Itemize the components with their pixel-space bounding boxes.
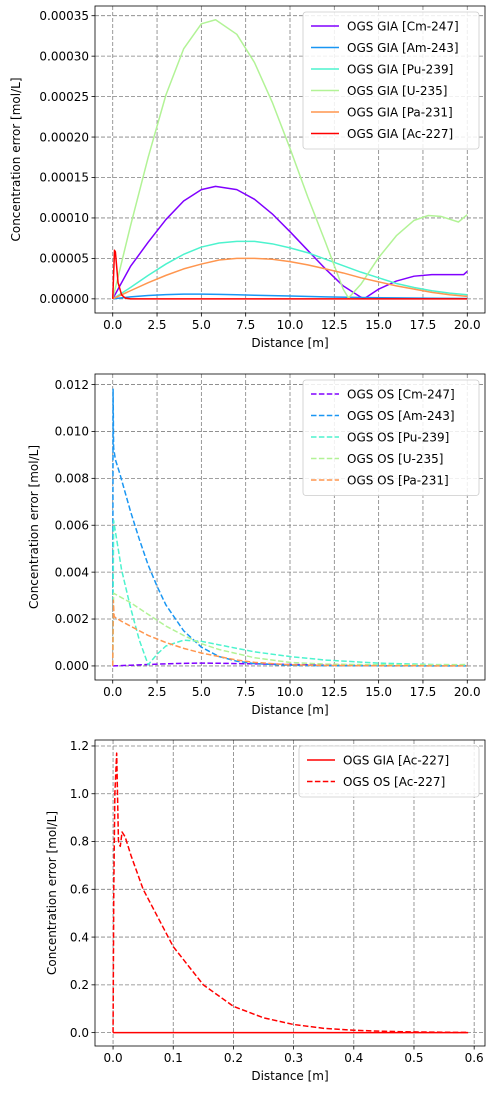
- y-tick-label: 0.00000: [39, 292, 89, 306]
- legend: OGS GIA [Cm-247] OGS GIA [Am-243] OGS GIA …: [302, 11, 480, 150]
- x-tick-label: 17.5: [410, 318, 437, 332]
- x-tick-label: 12.5: [321, 685, 348, 699]
- x-tick-label: 0.6: [465, 1051, 484, 1065]
- x-tick-label: 17.5: [410, 685, 437, 699]
- y-tick-label: 1.0: [70, 787, 89, 801]
- x-axis-label: Distance [m]: [251, 1069, 328, 1083]
- x-tick-label: 5.0: [192, 318, 211, 332]
- legend-label: OGS GIA [Pu-239]: [347, 62, 453, 76]
- series-line-2: [111, 388, 468, 667]
- y-tick-label: 0.002: [55, 612, 89, 626]
- y-tick-label: 0.6: [70, 882, 89, 896]
- x-tick-label: 0.1: [164, 1051, 183, 1065]
- series-line-5: [111, 599, 468, 667]
- legend-label: OGS GIA [Ac-227]: [343, 753, 449, 767]
- x-tick-label: 0.4: [344, 1051, 363, 1065]
- plot-area: [112, 752, 469, 1034]
- y-tick-label: 0.4: [70, 930, 89, 944]
- x-tick-label: 2.5: [147, 318, 166, 332]
- x-tick-label: 0.3: [284, 1051, 303, 1065]
- chart-panel-3: 0.0 0.1 0.2 0.3 0.4 0.5 0.6 0.0 0.2 0.4 0.6 0.8 1.0 1…: [45, 739, 486, 1083]
- y-tick-label: 0.00030: [39, 49, 89, 63]
- x-tick-label: 7.5: [236, 685, 255, 699]
- legend-box: [298, 745, 480, 798]
- y-tick-label: 0.000: [55, 659, 89, 673]
- y-tick-label: 0.006: [55, 518, 89, 532]
- y-tick-label: 0.010: [55, 425, 89, 439]
- series-line-6: [111, 249, 468, 300]
- x-tick-label: 0.2: [224, 1051, 243, 1065]
- series-line-3: [112, 240, 468, 300]
- legend-label: OGS GIA [Am-243]: [347, 41, 459, 55]
- axes-frame: [94, 739, 486, 1047]
- x-tick-label: 7.5: [236, 318, 255, 332]
- y-tick-label: 0.00015: [39, 171, 89, 185]
- series-line-2: [112, 293, 468, 300]
- x-tick-label: 20.0: [454, 685, 481, 699]
- y-axis-label: Concentration error [mol/L]: [9, 77, 23, 241]
- y-tick-label: 0.00035: [39, 9, 89, 23]
- legend-label: OGS OS [Am-243]: [347, 409, 455, 423]
- x-tick-label: 2.5: [147, 685, 166, 699]
- x-tick-label: 10.0: [277, 318, 304, 332]
- x-tick-label: 5.0: [192, 685, 211, 699]
- y-tick-label: 0.004: [55, 565, 89, 579]
- x-tick-label: 0.0: [103, 685, 122, 699]
- y-axis-label: Concentration error [mol/L]: [27, 445, 41, 609]
- series-line-4: [111, 592, 468, 666]
- series-line-5: [112, 257, 468, 300]
- legend-label: OGS OS [Ac-227]: [343, 775, 445, 789]
- legend: OGS OS [Cm-247] OGS OS [Am-243] OGS OS [Pu…: [302, 379, 480, 496]
- x-axis-label: Distance [m]: [251, 336, 328, 350]
- x-tick-label: 12.5: [321, 318, 348, 332]
- plot-area: [111, 19, 468, 300]
- x-tick-label: 15.0: [365, 685, 392, 699]
- y-tick-label: 0.0: [70, 1026, 89, 1040]
- legend-label: OGS GIA [Ac-227]: [347, 127, 453, 141]
- y-tick-label: 0.008: [55, 472, 89, 486]
- y-tick-label: 0.00020: [39, 130, 89, 144]
- series-line-2: [112, 752, 469, 1034]
- x-tick-label: 0.0: [104, 1051, 123, 1065]
- legend-label: OGS GIA [Pa-231]: [347, 105, 453, 119]
- x-tick-label: 0.5: [404, 1051, 423, 1065]
- series-line-1: [112, 185, 468, 300]
- legend-label: OGS OS [U-235]: [347, 452, 443, 466]
- x-tick-label: 10.0: [277, 685, 304, 699]
- legend-label: OGS OS [Pu-239]: [347, 430, 449, 444]
- legend-label: OGS GIA [Cm-247]: [347, 19, 459, 33]
- y-tick-label: 0.2: [70, 978, 89, 992]
- y-tick-label: 0.00025: [39, 90, 89, 104]
- chart-panel-2: 0.0 2.5 5.0 7.5 10.0 12.5 15.0 17.5 20.0 0.000 0.0…: [27, 373, 486, 717]
- y-axis-label: Concentration error [mol/L]: [45, 811, 59, 975]
- plot-area: [111, 388, 468, 667]
- y-tick-label: 0.00010: [39, 211, 89, 225]
- y-tick-label: 1.2: [70, 739, 89, 753]
- legend-box: [302, 11, 480, 150]
- legend: OGS GIA [Ac-227] OGS OS [Ac-227]: [298, 745, 480, 798]
- y-tick-label: 0.8: [70, 835, 89, 849]
- y-tick-label: 0.00005: [39, 252, 89, 266]
- legend-box: [302, 379, 480, 496]
- legend-label: OGS GIA [U-235]: [347, 84, 447, 98]
- x-tick-label: 20.0: [454, 318, 481, 332]
- x-tick-label: 0.0: [103, 318, 122, 332]
- x-axis-label: Distance [m]: [251, 703, 328, 717]
- chart-panel-1: 0.0 2.5 5.0 7.5 10.0 12.5 15.0 17.5 20.0 0.00000 0…: [9, 5, 486, 350]
- y-tick-label: 0.012: [55, 378, 89, 392]
- legend-label: OGS OS [Cm-247]: [347, 387, 455, 401]
- x-tick-label: 15.0: [365, 318, 392, 332]
- series-line-4: [112, 19, 468, 300]
- legend-label: OGS OS [Pa-231]: [347, 473, 449, 487]
